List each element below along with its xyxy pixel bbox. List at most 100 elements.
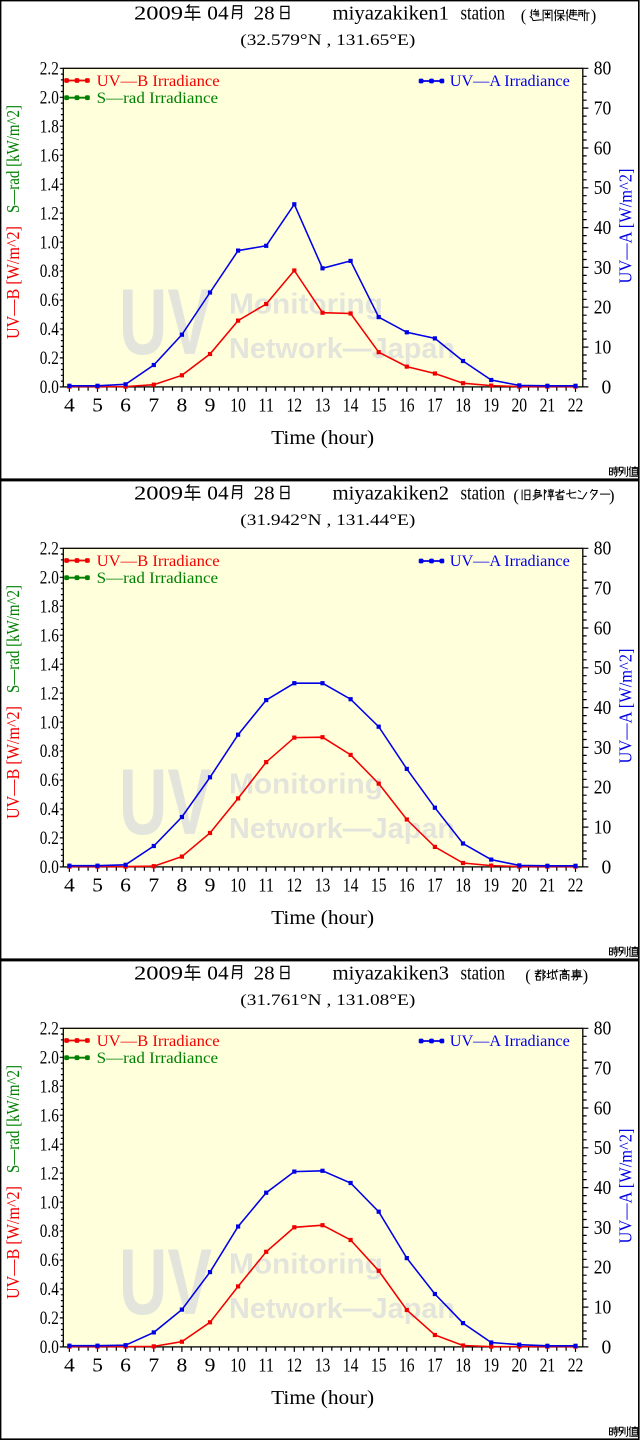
svg-text:8: 8	[177, 396, 188, 417]
svg-text:): )	[609, 486, 615, 505]
svg-text:70: 70	[594, 99, 612, 120]
svg-text:5: 5	[92, 1356, 103, 1377]
svg-text:S—rad [kW/m^2]: S—rad [kW/m^2]	[3, 585, 23, 693]
svg-text:30: 30	[594, 1218, 612, 1239]
svg-text:2.2: 2.2	[40, 59, 59, 80]
svg-text:11: 11	[258, 396, 274, 417]
svg-text:60: 60	[594, 1098, 612, 1119]
svg-text:1.4: 1.4	[40, 654, 59, 675]
svg-text:40: 40	[594, 698, 612, 719]
svg-text:22: 22	[568, 396, 584, 417]
svg-text:4: 4	[64, 1356, 75, 1377]
svg-text:2.2: 2.2	[40, 1019, 59, 1040]
svg-text:1.0: 1.0	[40, 232, 59, 253]
svg-text:40: 40	[594, 218, 612, 239]
svg-text:miyazakiken1: miyazakiken1	[333, 3, 450, 25]
svg-text:1.0: 1.0	[40, 1192, 59, 1213]
svg-text:16: 16	[399, 1356, 415, 1377]
svg-text:9: 9	[205, 396, 216, 417]
svg-text:18: 18	[455, 876, 471, 897]
svg-text:station: station	[461, 963, 506, 985]
svg-text:5: 5	[92, 396, 103, 417]
svg-text:miyazakiken3: miyazakiken3	[333, 963, 450, 985]
svg-text:19: 19	[483, 876, 499, 897]
svg-text:21: 21	[540, 876, 556, 897]
svg-text:UV—A Irradiance: UV—A Irradiance	[450, 553, 570, 570]
svg-text:0.8: 0.8	[40, 741, 59, 762]
svg-text:Network—Japan: Network—Japan	[229, 1293, 455, 1325]
svg-text:15: 15	[371, 1356, 387, 1377]
svg-text:Network—Japan: Network—Japan	[229, 813, 455, 845]
svg-text:0.2: 0.2	[40, 348, 59, 369]
svg-text:20: 20	[512, 876, 528, 897]
svg-text:80: 80	[594, 539, 612, 560]
svg-text:): )	[583, 966, 589, 985]
svg-text:50: 50	[594, 178, 612, 199]
svg-text:0.0: 0.0	[40, 857, 59, 878]
svg-text:0.8: 0.8	[40, 1221, 59, 1242]
svg-text:Network—Japan: Network—Japan	[229, 333, 455, 365]
svg-text:S—rad Irradiance: S—rad Irradiance	[97, 1050, 219, 1067]
svg-text:11: 11	[258, 1356, 274, 1377]
svg-text:28: 28	[254, 963, 275, 985]
svg-text:04: 04	[207, 3, 228, 25]
svg-text:04: 04	[207, 483, 228, 505]
svg-text:8: 8	[177, 1356, 188, 1377]
svg-text:04: 04	[207, 963, 228, 985]
svg-text:0.6: 0.6	[40, 1250, 59, 1271]
svg-text:station: station	[461, 3, 506, 25]
svg-text:UV—B Irradiance: UV—B Irradiance	[97, 73, 220, 90]
svg-text:10: 10	[230, 876, 246, 897]
svg-text:Monitoring: Monitoring	[229, 769, 383, 801]
svg-text:(: (	[513, 486, 519, 505]
svg-text:UV—A [W/m^2]: UV—A [W/m^2]	[616, 649, 636, 764]
svg-text:UV—B Irradiance: UV—B Irradiance	[97, 1033, 220, 1050]
svg-text:2009: 2009	[134, 483, 183, 505]
svg-text:2.0: 2.0	[40, 88, 59, 109]
svg-text:16: 16	[399, 876, 415, 897]
svg-text:15: 15	[371, 876, 387, 897]
svg-text:20: 20	[512, 1356, 528, 1377]
svg-text:11: 11	[258, 876, 274, 897]
svg-text:12: 12	[287, 1356, 303, 1377]
svg-text:0.4: 0.4	[40, 319, 59, 340]
svg-text:1.8: 1.8	[40, 596, 59, 617]
svg-text:0: 0	[602, 377, 612, 398]
svg-text:1.2: 1.2	[40, 683, 59, 704]
svg-text:17: 17	[427, 876, 443, 897]
svg-text:station: station	[461, 483, 506, 505]
svg-text:0.6: 0.6	[40, 290, 59, 311]
svg-text:30: 30	[594, 738, 612, 759]
svg-text:17: 17	[427, 1356, 443, 1377]
svg-text:18: 18	[455, 396, 471, 417]
svg-text:UV: UV	[119, 269, 212, 374]
svg-text:0.0: 0.0	[40, 377, 59, 398]
svg-text:UV—B [W/m^2]: UV—B [W/m^2]	[3, 706, 23, 819]
svg-text:50: 50	[594, 1138, 612, 1159]
svg-text:S—rad [kW/m^2]: S—rad [kW/m^2]	[3, 1065, 23, 1173]
svg-text:2.0: 2.0	[40, 1048, 59, 1069]
svg-text:10: 10	[594, 818, 612, 839]
svg-text:1.8: 1.8	[40, 116, 59, 137]
svg-text:40: 40	[594, 1178, 612, 1199]
svg-text:4: 4	[64, 396, 75, 417]
svg-text:2.2: 2.2	[40, 539, 59, 560]
svg-text:9: 9	[205, 1356, 216, 1377]
svg-text:20: 20	[512, 396, 528, 417]
svg-text:60: 60	[594, 618, 612, 639]
svg-text:0.0: 0.0	[40, 1337, 59, 1358]
svg-text:0.8: 0.8	[40, 261, 59, 282]
svg-text:0.4: 0.4	[40, 1279, 59, 1300]
svg-text:1.2: 1.2	[40, 1163, 59, 1184]
svg-text:6: 6	[120, 396, 131, 417]
svg-text:0.6: 0.6	[40, 770, 59, 791]
svg-text:12: 12	[287, 876, 303, 897]
svg-text:Time (hour): Time (hour)	[271, 427, 374, 449]
svg-text:70: 70	[594, 1059, 612, 1080]
svg-text:UV—A Irradiance: UV—A Irradiance	[450, 1033, 570, 1050]
svg-text:2009: 2009	[134, 3, 183, 25]
svg-text:(31.761°N , 131.08°E): (31.761°N , 131.08°E)	[240, 992, 415, 1009]
svg-text:20: 20	[594, 298, 612, 319]
svg-text:0.4: 0.4	[40, 799, 59, 820]
svg-text:16: 16	[399, 396, 415, 417]
